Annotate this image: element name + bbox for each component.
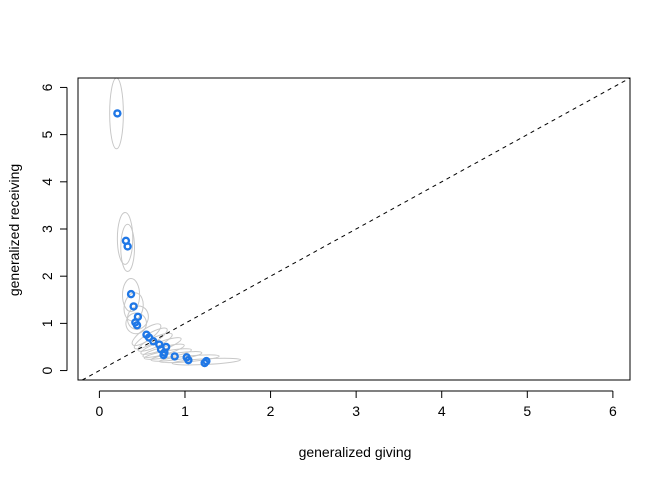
x-axis: 0 1 2 3 4 5 6 (95, 390, 617, 419)
confidence-ellipse-2 (116, 211, 134, 265)
x-tick-label-4: 4 (438, 403, 446, 419)
y-tick-label-2: 2 (39, 272, 55, 280)
y-tick-label-5: 5 (39, 131, 55, 139)
y-tick-label-3: 3 (39, 225, 55, 233)
data-point-19 (184, 355, 193, 365)
y-axis-title: generalized receiving (6, 164, 22, 296)
x-tick-label-2: 2 (267, 403, 275, 419)
x-tick-label-1: 1 (181, 403, 189, 419)
data-point-16 (159, 350, 168, 360)
y-tick-label-0: 0 (39, 366, 55, 374)
x-tick-label-0: 0 (95, 403, 103, 419)
data-point-1 (113, 109, 122, 118)
data-point-21 (200, 358, 209, 368)
data-point-8 (132, 321, 142, 330)
x-tick-label-6: 6 (609, 403, 617, 419)
y-tick-label-1: 1 (39, 319, 55, 327)
plot-frame (77, 77, 631, 381)
identity-reference-line (82, 77, 631, 381)
confidence-ellipses (109, 77, 242, 366)
data-point-5 (129, 302, 138, 311)
x-tick-label-5: 5 (523, 403, 531, 419)
data-point-4 (126, 289, 136, 299)
y-tick-label-4: 4 (39, 178, 55, 186)
confidence-ellipse-5 (123, 292, 144, 322)
data-point-11 (149, 337, 158, 346)
x-tick-label-3: 3 (352, 403, 360, 419)
data-points (113, 109, 211, 368)
confidence-ellipse-6 (126, 305, 149, 330)
confidence-ellipse-3 (120, 223, 135, 272)
data-point-3 (123, 242, 132, 251)
data-point-17 (170, 352, 179, 361)
y-axis: 0 1 2 3 4 5 6 (39, 83, 68, 374)
y-tick-label-6: 6 (39, 83, 55, 91)
x-axis-title: generalized giving (299, 444, 412, 460)
